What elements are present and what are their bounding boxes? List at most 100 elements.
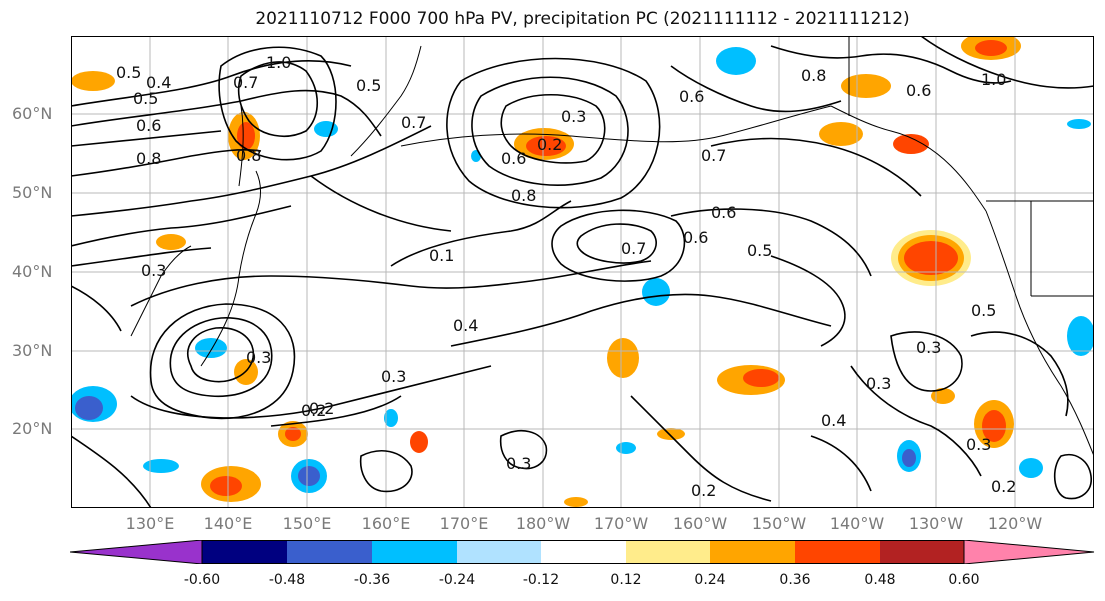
lon-label: 130°E — [125, 514, 175, 533]
precip-negative-blob — [314, 121, 338, 137]
precip-positive-blob — [156, 234, 186, 250]
precip-positive-blob — [931, 388, 955, 404]
precip-positive-blob — [526, 136, 566, 156]
map-title: 2021110712 F000 700 hPa PV, precipitatio… — [255, 9, 910, 29]
lon-label: 180°W — [515, 514, 571, 533]
precip-positive-blob — [904, 241, 958, 275]
precip-negative-blob — [1067, 119, 1091, 129]
contour-label: 0.6 — [711, 203, 736, 222]
contour-label: 0.8 — [136, 149, 161, 168]
contour-label: 0.2 — [537, 135, 562, 154]
aleutian-chain — [400, 105, 832, 147]
contour-label: 1.0 — [266, 53, 291, 72]
contour-label: 0.8 — [236, 146, 261, 165]
contour-label: 0.2 — [301, 401, 326, 420]
contour-label: 0.4 — [146, 73, 171, 92]
precip-negative-blob — [471, 150, 481, 162]
lon-label: 140°W — [829, 514, 885, 533]
precip-positive-blob — [564, 497, 588, 507]
contour-label: 0.3 — [246, 348, 271, 367]
contour-label: 0.5 — [356, 76, 381, 95]
colorbar-tick-label: 0.36 — [779, 572, 811, 588]
lat-label: 20°N — [12, 419, 53, 438]
colorbar-extend-high — [963, 540, 1095, 564]
contour-label: 0.6 — [683, 228, 708, 247]
pv-contour-labels: 0.5 0.4 0.5 0.6 0.8 1.0 0.7 0.5 0.7 0.3 … — [116, 53, 1016, 500]
contour-label: 0.5 — [971, 301, 996, 320]
contour-label: 0.3 — [381, 367, 406, 386]
contour-label: 0.5 — [133, 89, 158, 108]
precip-positive-blob — [210, 476, 242, 496]
precip-positive-blob — [893, 134, 929, 154]
precip-positive-blob — [607, 338, 639, 378]
contour-label: 0.3 — [916, 338, 941, 357]
colorbar-tick-label: -0.60 — [183, 572, 221, 588]
colorbar-tick-label: -0.12 — [522, 572, 560, 588]
precip-negative-blob — [716, 47, 756, 75]
lon-label: 130°W — [908, 514, 964, 533]
contour-label: 0.5 — [116, 63, 141, 82]
colorbar — [70, 540, 1095, 564]
lat-label: 50°N — [12, 183, 53, 202]
colorbar-bin — [287, 540, 372, 564]
lat-label: 30°N — [12, 341, 53, 360]
precip-negative-blob — [1019, 458, 1043, 478]
precip-positive-blob — [841, 74, 891, 98]
pv-contours — [71, 36, 1094, 508]
precip-negative-blob — [902, 449, 916, 467]
precip-positive-blob — [819, 122, 863, 146]
colorbar-bin — [795, 540, 880, 564]
colorbar-bin — [541, 540, 626, 564]
coastlines — [130, 36, 1094, 457]
contour-label: 0.8 — [801, 66, 826, 85]
contour-label: 0.3 — [506, 454, 531, 473]
precip-positive-blob — [71, 71, 115, 91]
lon-label: 160°E — [361, 514, 411, 533]
precip-positive-blob — [743, 369, 779, 387]
colorbar-bin — [372, 540, 457, 564]
contour-label: 0.6 — [136, 116, 161, 135]
lat-label: 60°N — [12, 104, 53, 123]
contour-label: 1.0 — [981, 70, 1006, 89]
lon-label: 170°E — [439, 514, 489, 533]
japan-coast — [200, 170, 261, 367]
precip-negative-blob — [384, 409, 398, 427]
precip-negative-blob — [143, 459, 179, 473]
contour-label: 0.6 — [501, 149, 526, 168]
colorbar-extend-low — [70, 540, 203, 564]
precip-positive-blob — [285, 427, 301, 441]
contour-label: 0.2 — [691, 481, 716, 500]
colorbar-bin — [880, 540, 964, 564]
contour-label: 0.7 — [701, 146, 726, 165]
precip-negative-blob — [75, 396, 103, 420]
colorbar-bin — [710, 540, 795, 564]
kamchatka-coast — [350, 45, 422, 157]
contour-label: 0.7 — [401, 113, 426, 132]
precip-negative-blob — [616, 442, 636, 454]
colorbar-tick-label: -0.36 — [353, 572, 391, 588]
colorbar-bin — [457, 540, 541, 564]
contour-label: 0.7 — [621, 239, 646, 258]
contour-label: 0.3 — [966, 435, 991, 454]
colorbar-tick-label: 0.24 — [694, 572, 726, 588]
colorbar-bin — [202, 540, 287, 564]
lat-label: 40°N — [12, 262, 53, 281]
precip-positive-blob — [657, 428, 685, 440]
lon-label: 170°W — [593, 514, 649, 533]
lon-label: 160°W — [672, 514, 728, 533]
contour-label: 0.8 — [511, 186, 536, 205]
precip-negative-blob — [1067, 316, 1094, 356]
lon-label: 140°E — [203, 514, 253, 533]
contour-label: 0.2 — [309, 399, 334, 418]
contour-label: 0.3 — [561, 107, 586, 126]
contour-label: 0.1 — [429, 246, 454, 265]
lon-label: 120°W — [987, 514, 1043, 533]
contour-label: 0.3 — [141, 261, 166, 280]
precip-negative-blob — [195, 338, 227, 358]
contour-label: 0.6 — [906, 81, 931, 100]
precip-positive-blob — [982, 410, 1006, 442]
precip-positive-blob — [410, 431, 428, 453]
contour-label: 0.2 — [991, 477, 1016, 496]
precip-positive-blob — [975, 40, 1007, 56]
lon-label: 150°W — [751, 514, 807, 533]
